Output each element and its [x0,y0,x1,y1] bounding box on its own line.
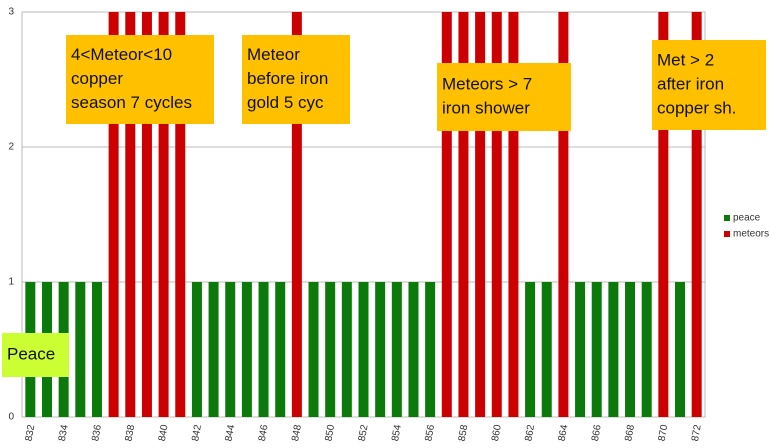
x-tick-label: 846 [257,423,271,442]
bar [91,282,102,417]
annotation-text: gold 5 cyc [247,93,324,112]
y-tick-label: 2 [8,142,14,153]
legend-label: meteors [733,229,769,240]
x-tick-label: 852 [357,423,371,442]
x-tick-label: 832 [24,423,38,442]
annotation-text: Meteor [247,45,300,64]
x-tick-label: 872 [690,423,704,442]
bar [525,282,536,417]
bar [158,12,169,417]
x-tick-label: 848 [290,423,304,442]
annotation-text: season 7 cycles [71,93,192,112]
bar [625,282,636,417]
annotation-text: 4<Meteor<10 [71,45,172,64]
x-tick-label: 842 [190,423,204,442]
bar [225,282,236,417]
bar [641,282,652,417]
y-tick-label: 1 [8,277,14,288]
bar [308,282,319,417]
legend-label: peace [733,213,761,224]
x-tick-label: 862 [523,423,537,442]
bar [208,282,219,417]
legend-swatch [724,215,730,221]
bar [325,282,336,417]
bar [475,12,486,417]
x-tick-label: 866 [590,423,604,442]
x-tick-label: 844 [224,423,238,442]
x-tick-label: 856 [423,423,437,442]
x-tick-label: 836 [90,423,104,442]
bar [258,282,269,417]
annotation-box [66,35,214,124]
annotation-text: after iron [657,74,724,93]
annotation-text: iron shower [442,98,530,117]
x-tick-label: 858 [457,423,471,442]
bar [558,12,569,417]
x-tick-label: 860 [490,423,504,442]
bar [175,12,186,417]
bar [191,282,202,417]
y-tick-label: 0 [8,412,14,423]
annotation-box [437,63,571,131]
annotation-text: before iron [247,69,328,88]
bar [425,282,436,417]
annotation-text: copper sh. [657,98,736,117]
annotation-text: Met > 2 [657,50,714,69]
annotation-box [652,40,766,130]
bar [241,282,252,417]
bar [608,282,619,417]
bar [391,282,402,417]
bar [458,12,469,417]
bar [441,12,452,417]
bar [358,282,369,417]
annotation-text: Peace [7,344,55,363]
x-tick-label: 850 [323,423,337,442]
bar [691,12,702,417]
bar [658,12,669,417]
bar [375,282,386,417]
annotation-text: copper [71,69,123,88]
x-tick-label: 870 [657,423,671,442]
annotation-box [242,35,350,124]
annotation-text: Meteors > 7 [442,74,532,93]
bar [491,12,502,417]
annotation-box [2,333,69,377]
bar [408,282,419,417]
x-tick-label: 854 [390,423,404,442]
bar [341,282,352,417]
bar [508,12,519,417]
bar [575,282,586,417]
y-tick-label: 3 [8,7,14,18]
x-tick-label: 834 [57,423,71,442]
bar [541,282,552,417]
bar [141,12,152,417]
x-tick-label: 864 [557,423,571,442]
x-tick-label: 840 [157,423,171,442]
bar [108,12,119,417]
legend-swatch [724,231,730,237]
bar [75,282,86,417]
x-tick-label: 838 [124,423,138,442]
bar [291,12,302,417]
bar [275,282,286,417]
x-tick-label: 868 [623,423,637,442]
bar [125,12,136,417]
bar [591,282,602,417]
bar [675,282,686,417]
